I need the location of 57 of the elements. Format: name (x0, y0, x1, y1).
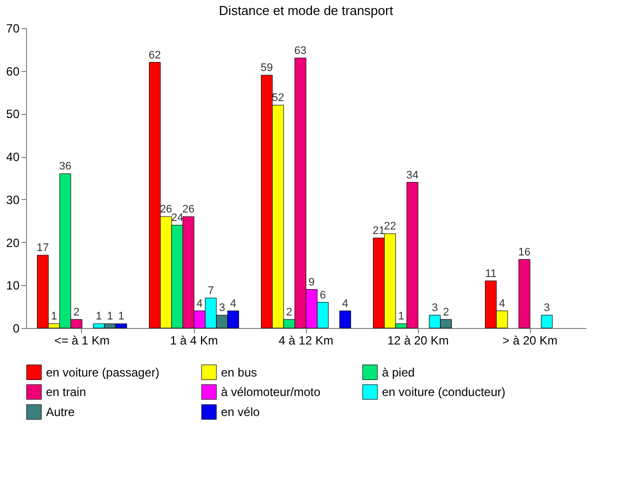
data-label: 11 (485, 268, 497, 280)
data-label: 1 (96, 310, 102, 323)
x-tick-label: 1 à 4 Km (170, 334, 218, 348)
data-label: 4 (498, 298, 506, 310)
data-label: 2 (442, 306, 450, 318)
legend-label: en bus (221, 365, 258, 380)
y-tick-label: 10 (6, 278, 20, 293)
x-tick-label: > à 20 Km (502, 334, 558, 348)
legend-label: à pied (382, 365, 415, 380)
legend-label: en train (46, 385, 86, 399)
legend-label: en voiture (conducteur) (382, 385, 506, 399)
legend-label: Autre (46, 405, 76, 419)
data-label: 3 (432, 302, 438, 314)
data-label: 1 (398, 310, 404, 323)
y-tick-label: 70 (6, 22, 20, 36)
data-label: 2 (286, 306, 292, 318)
x-tick-label: 4 à 12 Km (278, 334, 334, 348)
y-tick-label: 20 (6, 236, 20, 250)
data-label: 6 (320, 289, 326, 302)
x-tick-label: <= à 1 Km (54, 334, 110, 348)
data-label: 22 (384, 220, 396, 233)
bar (339, 310, 352, 328)
data-label: 1 (118, 310, 124, 323)
data-label: 9 (308, 276, 315, 288)
legend-label: en voiture (passager) (46, 365, 160, 380)
bar (540, 314, 553, 328)
data-label: 26 (182, 204, 195, 216)
data-label: 26 (160, 204, 172, 216)
data-label: 4 (230, 298, 236, 310)
data-label: 34 (406, 169, 419, 182)
data-label: 1 (106, 310, 114, 323)
data-label: 24 (171, 212, 184, 224)
data-label: 4 (196, 298, 203, 310)
data-label: 21 (372, 225, 385, 237)
data-label: 3 (544, 302, 550, 314)
y-tick-label: 40 (6, 150, 20, 164)
y-tick-label: 60 (6, 64, 20, 78)
legend-label: à vélomoteur/moto (221, 385, 321, 399)
data-label: 63 (294, 45, 307, 57)
data-label: 3 (218, 302, 226, 314)
data-label: 16 (518, 246, 531, 258)
data-label: 1 (50, 310, 58, 323)
data-label: 7 (208, 285, 214, 297)
legend-label: en vélo (221, 405, 260, 419)
y-tick-label: 0 (12, 322, 20, 336)
data-label: 62 (148, 49, 161, 62)
data-label: 17 (36, 242, 49, 254)
bar (518, 259, 530, 328)
chart-title: Distance et mode de transport (218, 3, 394, 18)
data-label: 59 (260, 62, 273, 74)
data-label: 52 (272, 92, 284, 104)
data-label: 2 (73, 306, 80, 318)
data-label: 4 (342, 298, 348, 310)
y-tick-label: 30 (6, 192, 20, 207)
y-tick-label: 50 (6, 107, 20, 122)
x-tick-label: 12 à 20 Km (387, 334, 449, 348)
data-label: 36 (59, 160, 72, 173)
